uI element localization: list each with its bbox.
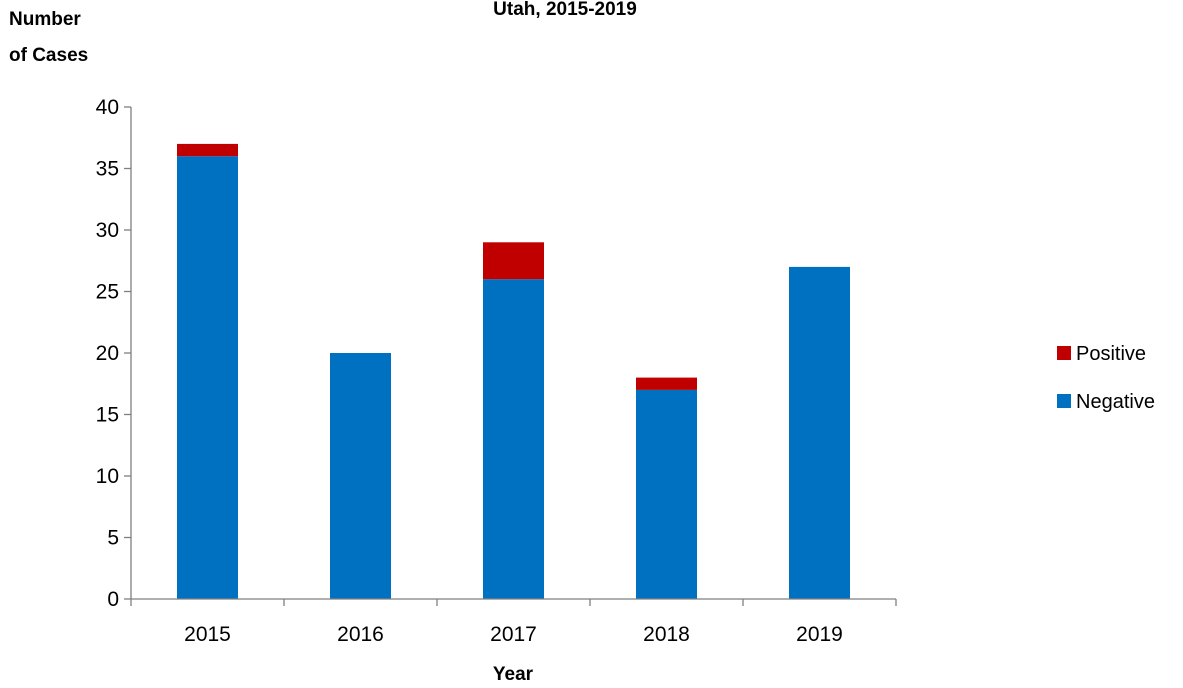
y-axis-label-line-2: of Cases bbox=[9, 45, 88, 66]
y-axis: 0 5 10 15 20 25 30 35 40 bbox=[96, 96, 132, 611]
y-tick-label: 35 bbox=[96, 158, 119, 181]
x-axis-label: Year bbox=[493, 664, 534, 685]
legend-label-negative: Negative bbox=[1076, 391, 1155, 413]
x-tick-label-2018: 2018 bbox=[643, 623, 690, 646]
y-tick-label: 30 bbox=[96, 219, 119, 242]
y-tick-label: 0 bbox=[107, 588, 119, 611]
legend: Positive Negative bbox=[1057, 343, 1155, 413]
bar-positive-2017 bbox=[483, 242, 544, 280]
bar-negative-2016 bbox=[330, 353, 391, 599]
bar-negative-2019 bbox=[789, 266, 850, 599]
y-tick-label: 5 bbox=[107, 527, 119, 550]
chart-title: Utah, 2015-2019 bbox=[493, 0, 637, 20]
x-tick-label-2016: 2016 bbox=[337, 623, 384, 646]
legend-swatch-negative bbox=[1057, 394, 1071, 408]
bar-positive-2018 bbox=[636, 377, 697, 390]
bar-negative-2018 bbox=[636, 389, 697, 599]
y-tick-label: 40 bbox=[96, 96, 119, 119]
bar-negative-2017 bbox=[483, 279, 544, 599]
bar-negative-2015 bbox=[177, 156, 238, 599]
bars-group bbox=[177, 143, 850, 599]
legend-swatch-positive bbox=[1057, 346, 1071, 360]
legend-label-positive: Positive bbox=[1076, 343, 1146, 365]
x-tick-label-2017: 2017 bbox=[490, 623, 537, 646]
x-tick-label-2015: 2015 bbox=[184, 623, 231, 646]
y-tick-label: 10 bbox=[96, 465, 119, 488]
x-axis: 2015 2016 2017 2018 2019 bbox=[130, 598, 897, 646]
y-tick-label: 25 bbox=[96, 281, 119, 304]
y-tick-label: 15 bbox=[96, 404, 119, 427]
x-tick-label-2019: 2019 bbox=[796, 623, 843, 646]
y-tick-label: 20 bbox=[96, 342, 119, 365]
y-axis-label-line-1: Number bbox=[9, 9, 81, 30]
bar-positive-2015 bbox=[177, 143, 238, 157]
